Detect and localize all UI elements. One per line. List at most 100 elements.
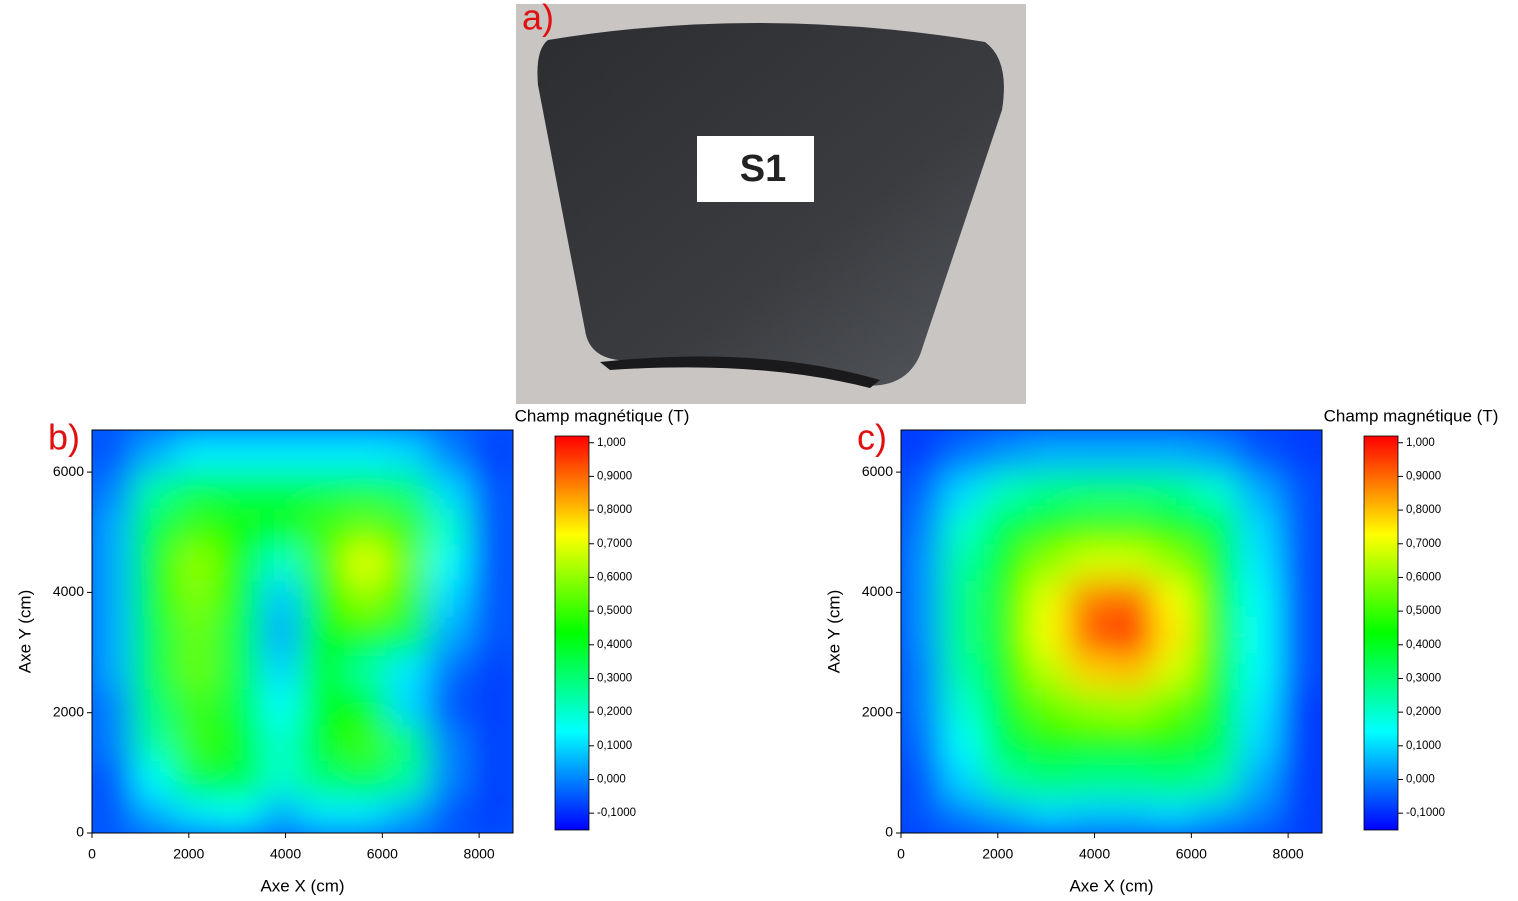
- field-cell: [1153, 760, 1197, 798]
- field-cell: [470, 543, 513, 581]
- field-cell: [428, 543, 472, 581]
- field-cell: [386, 688, 430, 726]
- cells: [901, 430, 1322, 833]
- field-cell: [428, 652, 472, 690]
- field-cell: [92, 430, 135, 473]
- field-cell: [901, 796, 944, 833]
- field-cell: [1195, 652, 1239, 690]
- field-cell: [92, 543, 135, 581]
- field-cell: [175, 615, 219, 654]
- colorbar-tick-label: 0,6000: [597, 571, 632, 583]
- colorbar: [1363, 435, 1399, 831]
- field-cell: [942, 543, 986, 581]
- field-cell: [984, 615, 1028, 654]
- field-cell: [175, 579, 219, 617]
- field-cell: [386, 760, 430, 798]
- field-cell: [470, 652, 513, 690]
- colorbar-tick-label: 0,2000: [1406, 706, 1441, 718]
- field-cell: [1237, 652, 1281, 690]
- field-cell: [984, 430, 1028, 473]
- field-cell: [1279, 760, 1322, 798]
- x-tick-label: 4000: [1079, 846, 1110, 862]
- field-cell: [1195, 760, 1239, 798]
- field-cell: [1111, 688, 1155, 726]
- field-cell: [1195, 579, 1239, 617]
- field-cell: [1279, 652, 1322, 690]
- field-cell: [901, 430, 944, 473]
- field-cell: [942, 615, 986, 654]
- field-cell: [92, 760, 135, 798]
- field-cell: [1111, 471, 1155, 509]
- field-cell: [1237, 543, 1281, 581]
- colorbar-tick-label: 0,4000: [597, 639, 632, 651]
- colorbar-tick-label: 0,2000: [597, 706, 632, 718]
- x-tick-label: 2000: [982, 846, 1013, 862]
- field-cell: [386, 507, 430, 545]
- field-cell: [302, 430, 346, 473]
- field-cell: [386, 615, 430, 654]
- field-cell: [217, 796, 261, 833]
- field-cell: [302, 724, 346, 762]
- field-cell: [344, 760, 388, 798]
- field-cell: [133, 760, 177, 798]
- field-cell: [1068, 615, 1112, 654]
- field-cell: [386, 652, 430, 690]
- field-cell: [1026, 796, 1070, 833]
- field-cell: [386, 724, 430, 762]
- colorbar-tick-label: 0,1000: [1406, 740, 1441, 752]
- field-cell: [1153, 543, 1197, 581]
- field-cell: [175, 724, 219, 762]
- field-cell: [428, 507, 472, 545]
- field-cell: [1068, 760, 1112, 798]
- field-cell: [217, 543, 261, 581]
- field-cell: [217, 579, 261, 617]
- colorbar-tick-label: -0,1000: [1406, 807, 1445, 819]
- field-cell: [1153, 615, 1197, 654]
- field-cell: [470, 688, 513, 726]
- field-cell: [984, 507, 1028, 545]
- field-cell: [428, 688, 472, 726]
- field-cell: [1237, 430, 1281, 473]
- field-cell: [901, 543, 944, 581]
- field-cell: [344, 543, 388, 581]
- field-cell: [428, 471, 472, 509]
- field-cell: [1237, 760, 1281, 798]
- y-tick-label: 0: [76, 824, 84, 840]
- x-tick-label: 6000: [1176, 846, 1207, 862]
- field-cell: [1111, 430, 1155, 473]
- field-cell: [386, 543, 430, 581]
- field-cell: [942, 796, 986, 833]
- field-cell: [428, 724, 472, 762]
- field-cell: [942, 430, 986, 473]
- field-cell: [470, 796, 513, 833]
- field-cell: [1279, 471, 1322, 509]
- x-tick-label: 8000: [1273, 846, 1304, 862]
- field-cell: [901, 615, 944, 654]
- field-cell: [133, 724, 177, 762]
- field-cell: [259, 471, 303, 509]
- field-cell: [428, 796, 472, 833]
- field-cell: [1153, 507, 1197, 545]
- field-cell: [1068, 724, 1112, 762]
- field-cell: [1068, 652, 1112, 690]
- x-tick-label: 6000: [367, 846, 398, 862]
- field-cell: [1237, 796, 1281, 833]
- field-cell: [428, 579, 472, 617]
- field-cell: [259, 507, 303, 545]
- sample-tag-text: S1: [740, 148, 786, 190]
- field-cell: [92, 796, 135, 833]
- field-cell: [1026, 507, 1070, 545]
- field-cell: [1111, 615, 1155, 654]
- y-axis-label: Axe Y (cm): [824, 590, 843, 673]
- plot-frame: [900, 429, 1323, 834]
- field-cell: [428, 760, 472, 798]
- y-tick-label: 4000: [53, 583, 84, 599]
- panel-label: c): [857, 417, 887, 458]
- field-cell: [942, 471, 986, 509]
- field-cell: [344, 507, 388, 545]
- colorbar-tick-label: 0,9000: [1406, 470, 1441, 482]
- colorbar-tick-label: 0,3000: [1406, 672, 1441, 684]
- field-cell: [133, 507, 177, 545]
- field-cell: [302, 796, 346, 833]
- field-cell: [1068, 543, 1112, 581]
